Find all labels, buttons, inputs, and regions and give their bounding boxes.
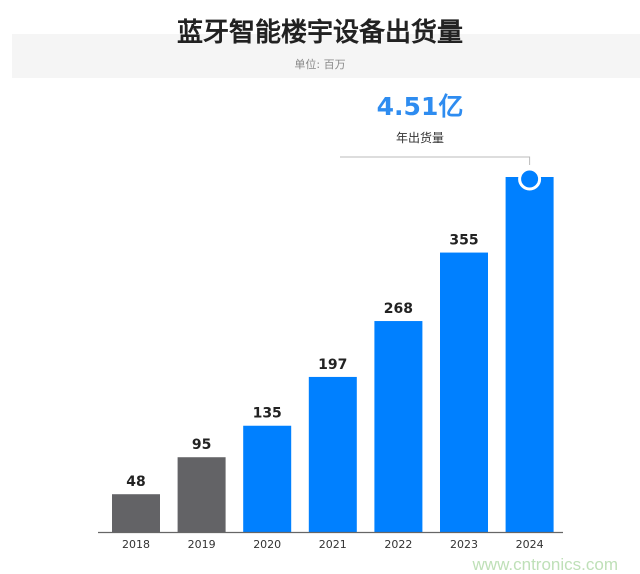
data-label-2023: 355 [449,233,478,249]
data-label-2018: 48 [126,474,145,490]
title-band [12,34,640,78]
x-tick-2021: 2021 [319,538,347,551]
watermark: www.cntronics.com [472,555,618,574]
annotation-value: 4.51亿 [376,92,464,121]
x-tick-2022: 2022 [384,538,412,551]
bar-2022 [374,321,423,532]
data-label-2019: 95 [192,437,211,453]
bar-2018 [112,494,160,532]
bar-2020 [243,425,292,532]
bar-2024 [505,177,554,532]
x-tick-2023: 2023 [450,538,478,551]
x-tick-2024: 2024 [516,538,544,551]
bar-2023 [440,252,488,532]
annotation-leader-line [340,156,531,165]
data-label-2020: 135 [253,406,282,422]
data-label-2022: 268 [384,301,413,317]
data-label-2021: 197 [318,357,347,373]
annotation-label: 年出货量 [395,131,444,145]
bar-2021 [308,376,357,532]
x-tick-2019: 2019 [188,538,216,551]
chart-title: 蓝牙智能楼宇设备出货量 [176,18,463,48]
x-tick-2018: 2018 [122,538,150,551]
bar-2019 [177,457,226,532]
x-tick-2020: 2020 [253,538,281,551]
annotation-marker [518,167,542,191]
chart-subtitle: 单位: 百万 [294,58,346,71]
